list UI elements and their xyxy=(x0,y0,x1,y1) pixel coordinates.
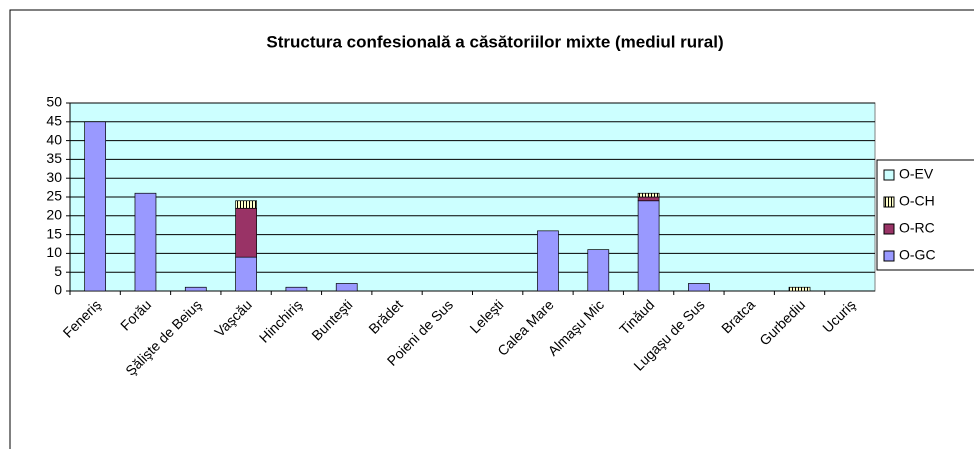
bar-segment xyxy=(235,256,257,292)
bar-segment xyxy=(235,207,257,258)
chart-title: Structura confesională a căsătoriilor mi… xyxy=(266,32,723,51)
legend-label: O-RC xyxy=(899,220,935,236)
y-tick-label: 25 xyxy=(46,188,62,204)
bar-segment xyxy=(637,192,660,198)
legend-label: O-GC xyxy=(899,247,936,263)
legend-swatch xyxy=(883,250,895,262)
bar-segment xyxy=(235,200,257,209)
legend-swatch xyxy=(883,223,895,235)
legend-swatch xyxy=(883,169,895,181)
bar-segment xyxy=(285,286,308,292)
y-tick-label: 45 xyxy=(46,113,62,129)
legend-label: O-EV xyxy=(899,166,934,182)
y-tick-label: 35 xyxy=(46,150,62,166)
bar-segment xyxy=(84,121,107,292)
bar-segment xyxy=(637,200,660,292)
y-tick-label: 40 xyxy=(46,131,62,147)
legend-swatch xyxy=(883,196,895,208)
y-tick-label: 15 xyxy=(46,225,62,241)
bar-segment xyxy=(537,230,559,292)
y-tick-label: 5 xyxy=(54,263,62,279)
y-tick-label: 50 xyxy=(46,94,62,110)
bar-segment xyxy=(788,286,811,292)
bar-segment xyxy=(184,286,207,292)
y-tick-label: 30 xyxy=(46,169,62,185)
bar-segment xyxy=(688,283,710,292)
bar-segment xyxy=(335,283,358,292)
y-tick-label: 10 xyxy=(46,244,62,260)
y-tick-label: 0 xyxy=(54,282,62,298)
legend-label: O-CH xyxy=(899,193,935,209)
y-tick-label: 20 xyxy=(46,207,62,223)
bar-segment xyxy=(637,196,660,202)
bar-segment xyxy=(587,249,610,292)
bar-segment xyxy=(134,192,157,292)
